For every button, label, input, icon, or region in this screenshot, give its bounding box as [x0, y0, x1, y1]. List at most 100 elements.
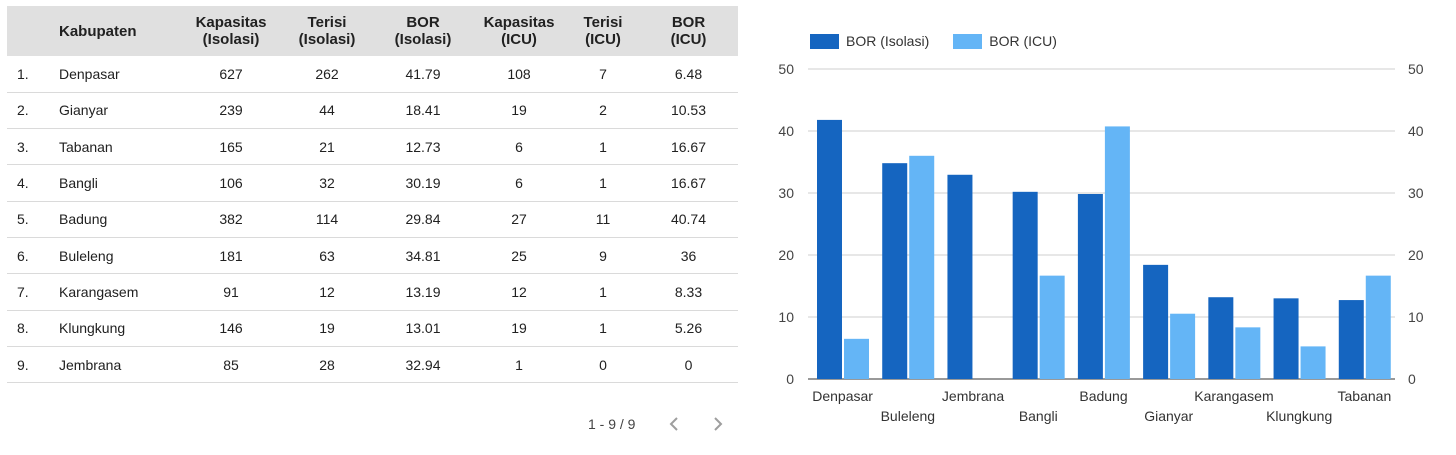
bar	[1077, 193, 1103, 379]
row-kabupaten: Bangli	[59, 175, 98, 192]
table-row[interactable]: 3. Tabanan 165 21 12.73 6 1 16.67	[7, 129, 738, 165]
header-kabupaten[interactable]: Kabupaten	[59, 22, 137, 40]
bor-isolasi-cell: 13.19	[405, 283, 441, 300]
row-index: 3.	[17, 138, 29, 155]
kapasitas-isolasi-cell: 85	[223, 356, 239, 373]
header-kapasitas-icu[interactable]: Kapasitas (ICU)	[483, 14, 555, 48]
row-kabupaten: Karangasem	[59, 283, 139, 300]
row-index: 4.	[17, 175, 29, 192]
bar	[909, 155, 935, 379]
row-index: 6.	[17, 247, 29, 264]
terisi-icu-cell: 1	[599, 283, 607, 300]
y-tick-label-left: 10	[778, 309, 794, 325]
legend-label: BOR (Isolasi)	[846, 33, 930, 49]
kapasitas-icu-cell: 6	[515, 175, 523, 192]
bar	[1273, 298, 1299, 379]
kapasitas-icu-cell: 12	[511, 283, 527, 300]
next-page-button[interactable]	[709, 414, 727, 434]
kapasitas-isolasi-cell: 91	[223, 283, 239, 300]
table-body: 1. Denpasar 627 262 41.79 108 7 6.48 2. Gianyar 23…	[7, 56, 738, 383]
table-row[interactable]: 6. Buleleng 181 63 34.81 25 9 36	[7, 237, 738, 274]
y-tick-label-left: 30	[778, 185, 794, 201]
table-header-row: Kabupaten Kapasitas (Isolasi) Terisi (Isol…	[7, 6, 738, 56]
legend-swatch	[953, 33, 983, 49]
bor-icu-cell: 16.67	[670, 175, 707, 192]
table-row[interactable]: 1. Denpasar 627 262 41.79 108 7 6.48	[7, 56, 738, 93]
bor-isolasi-cell: 34.81	[405, 247, 441, 264]
kapasitas-isolasi-cell: 382	[219, 211, 243, 228]
terisi-icu-cell: 11	[595, 211, 611, 228]
table-row[interactable]: 7. Karangasem 91 12 13.19 12 1 8.33	[7, 274, 738, 311]
row-index: 8.	[17, 320, 29, 337]
y-tick-label-right: 10	[1408, 309, 1424, 325]
terisi-icu-cell: 9	[599, 247, 607, 264]
bar	[1300, 346, 1326, 379]
bar	[1338, 300, 1364, 379]
header-kapasitas-isolasi[interactable]: Kapasitas (Isolasi)	[195, 14, 267, 48]
bar	[817, 119, 842, 379]
table-row[interactable]: 4. Bangli 106 32 30.19 6 1 16.67	[7, 165, 738, 202]
x-tick-label: Gianyar	[1144, 408, 1193, 424]
data-table-panel: Kabupaten Kapasitas (Isolasi) Terisi (Isol…	[7, 6, 738, 383]
bar	[947, 174, 973, 379]
data-table: Kabupaten Kapasitas (Isolasi) Terisi (Isol…	[7, 6, 738, 383]
chart-legend: BOR (Isolasi) BOR (ICU)	[810, 33, 1081, 49]
bor-icu-cell: 16.67	[670, 138, 707, 155]
row-kabupaten: Buleleng	[59, 247, 114, 264]
terisi-icu-cell: 0	[599, 356, 607, 373]
kapasitas-isolasi-cell: 181	[219, 247, 243, 264]
terisi-isolasi-cell: 21	[319, 138, 335, 155]
kapasitas-isolasi-cell: 165	[219, 138, 243, 155]
y-tick-label-right: 50	[1408, 61, 1424, 77]
x-tick-label: Buleleng	[881, 408, 936, 424]
x-tick-label: Bangli	[1019, 408, 1058, 424]
row-index: 7.	[17, 283, 29, 300]
x-tick-label: Klungkung	[1266, 408, 1332, 424]
previous-page-button[interactable]	[665, 414, 683, 434]
y-tick-label-right: 0	[1408, 371, 1416, 387]
legend-item-bor-icu[interactable]: BOR (ICU)	[953, 33, 1057, 49]
table-row[interactable]: 2. Gianyar 239 44 18.41 19 2 10.53	[7, 92, 738, 129]
kapasitas-isolasi-cell: 627	[219, 65, 243, 82]
bar	[1235, 327, 1261, 379]
bar	[1365, 275, 1391, 379]
legend-swatch	[810, 33, 839, 49]
y-tick-label-right: 30	[1408, 185, 1424, 201]
y-tick-label-left: 50	[778, 61, 794, 77]
row-kabupaten: Jembrana	[59, 356, 122, 373]
y-tick-label-left: 40	[778, 123, 794, 139]
kapasitas-isolasi-cell: 106	[219, 175, 243, 192]
header-bor-isolasi[interactable]: BOR (Isolasi)	[394, 14, 452, 48]
bor-isolasi-cell: 30.19	[405, 175, 441, 192]
y-tick-label-left: 20	[778, 247, 794, 263]
terisi-isolasi-cell: 114	[315, 211, 339, 228]
kapasitas-icu-cell: 6	[515, 138, 523, 155]
row-index: 2.	[17, 102, 29, 119]
x-tick-label: Karangasem	[1194, 388, 1273, 404]
kapasitas-icu-cell: 1	[515, 356, 523, 373]
bor-isolasi-cell: 29.84	[405, 211, 441, 228]
bor-icu-cell: 8.33	[674, 283, 703, 300]
header-terisi-isolasi[interactable]: Terisi (Isolasi)	[298, 14, 356, 48]
row-index: 9.	[17, 356, 29, 373]
row-kabupaten: Badung	[59, 211, 108, 228]
header-index[interactable]	[7, 6, 55, 56]
terisi-icu-cell: 1	[599, 138, 607, 155]
terisi-icu-cell: 1	[599, 320, 607, 337]
table-row[interactable]: 9. Jembrana 85 28 32.94 1 0 0	[7, 346, 738, 383]
terisi-isolasi-cell: 19	[319, 320, 335, 337]
terisi-icu-cell: 2	[599, 102, 607, 119]
table-row[interactable]: 5. Badung 382 114 29.84 27 11 40.74	[7, 201, 738, 238]
terisi-isolasi-cell: 32	[319, 175, 335, 192]
header-terisi-icu[interactable]: Terisi (ICU)	[583, 14, 623, 48]
legend-item-bor-isolasi[interactable]: BOR (Isolasi)	[810, 33, 929, 49]
bor-icu-cell: 40.74	[670, 211, 707, 228]
bar	[1012, 191, 1038, 379]
table-row[interactable]: 8. Klungkung 146 19 13.01 19 1 5.26	[7, 310, 738, 347]
header-bor-icu[interactable]: BOR (ICU)	[670, 14, 707, 48]
row-index: 1.	[17, 65, 29, 82]
x-tick-label: Tabanan	[1338, 388, 1392, 404]
bor-icu-cell: 36	[680, 247, 697, 264]
kapasitas-isolasi-cell: 146	[219, 320, 243, 337]
x-tick-label: Badung	[1079, 388, 1127, 404]
